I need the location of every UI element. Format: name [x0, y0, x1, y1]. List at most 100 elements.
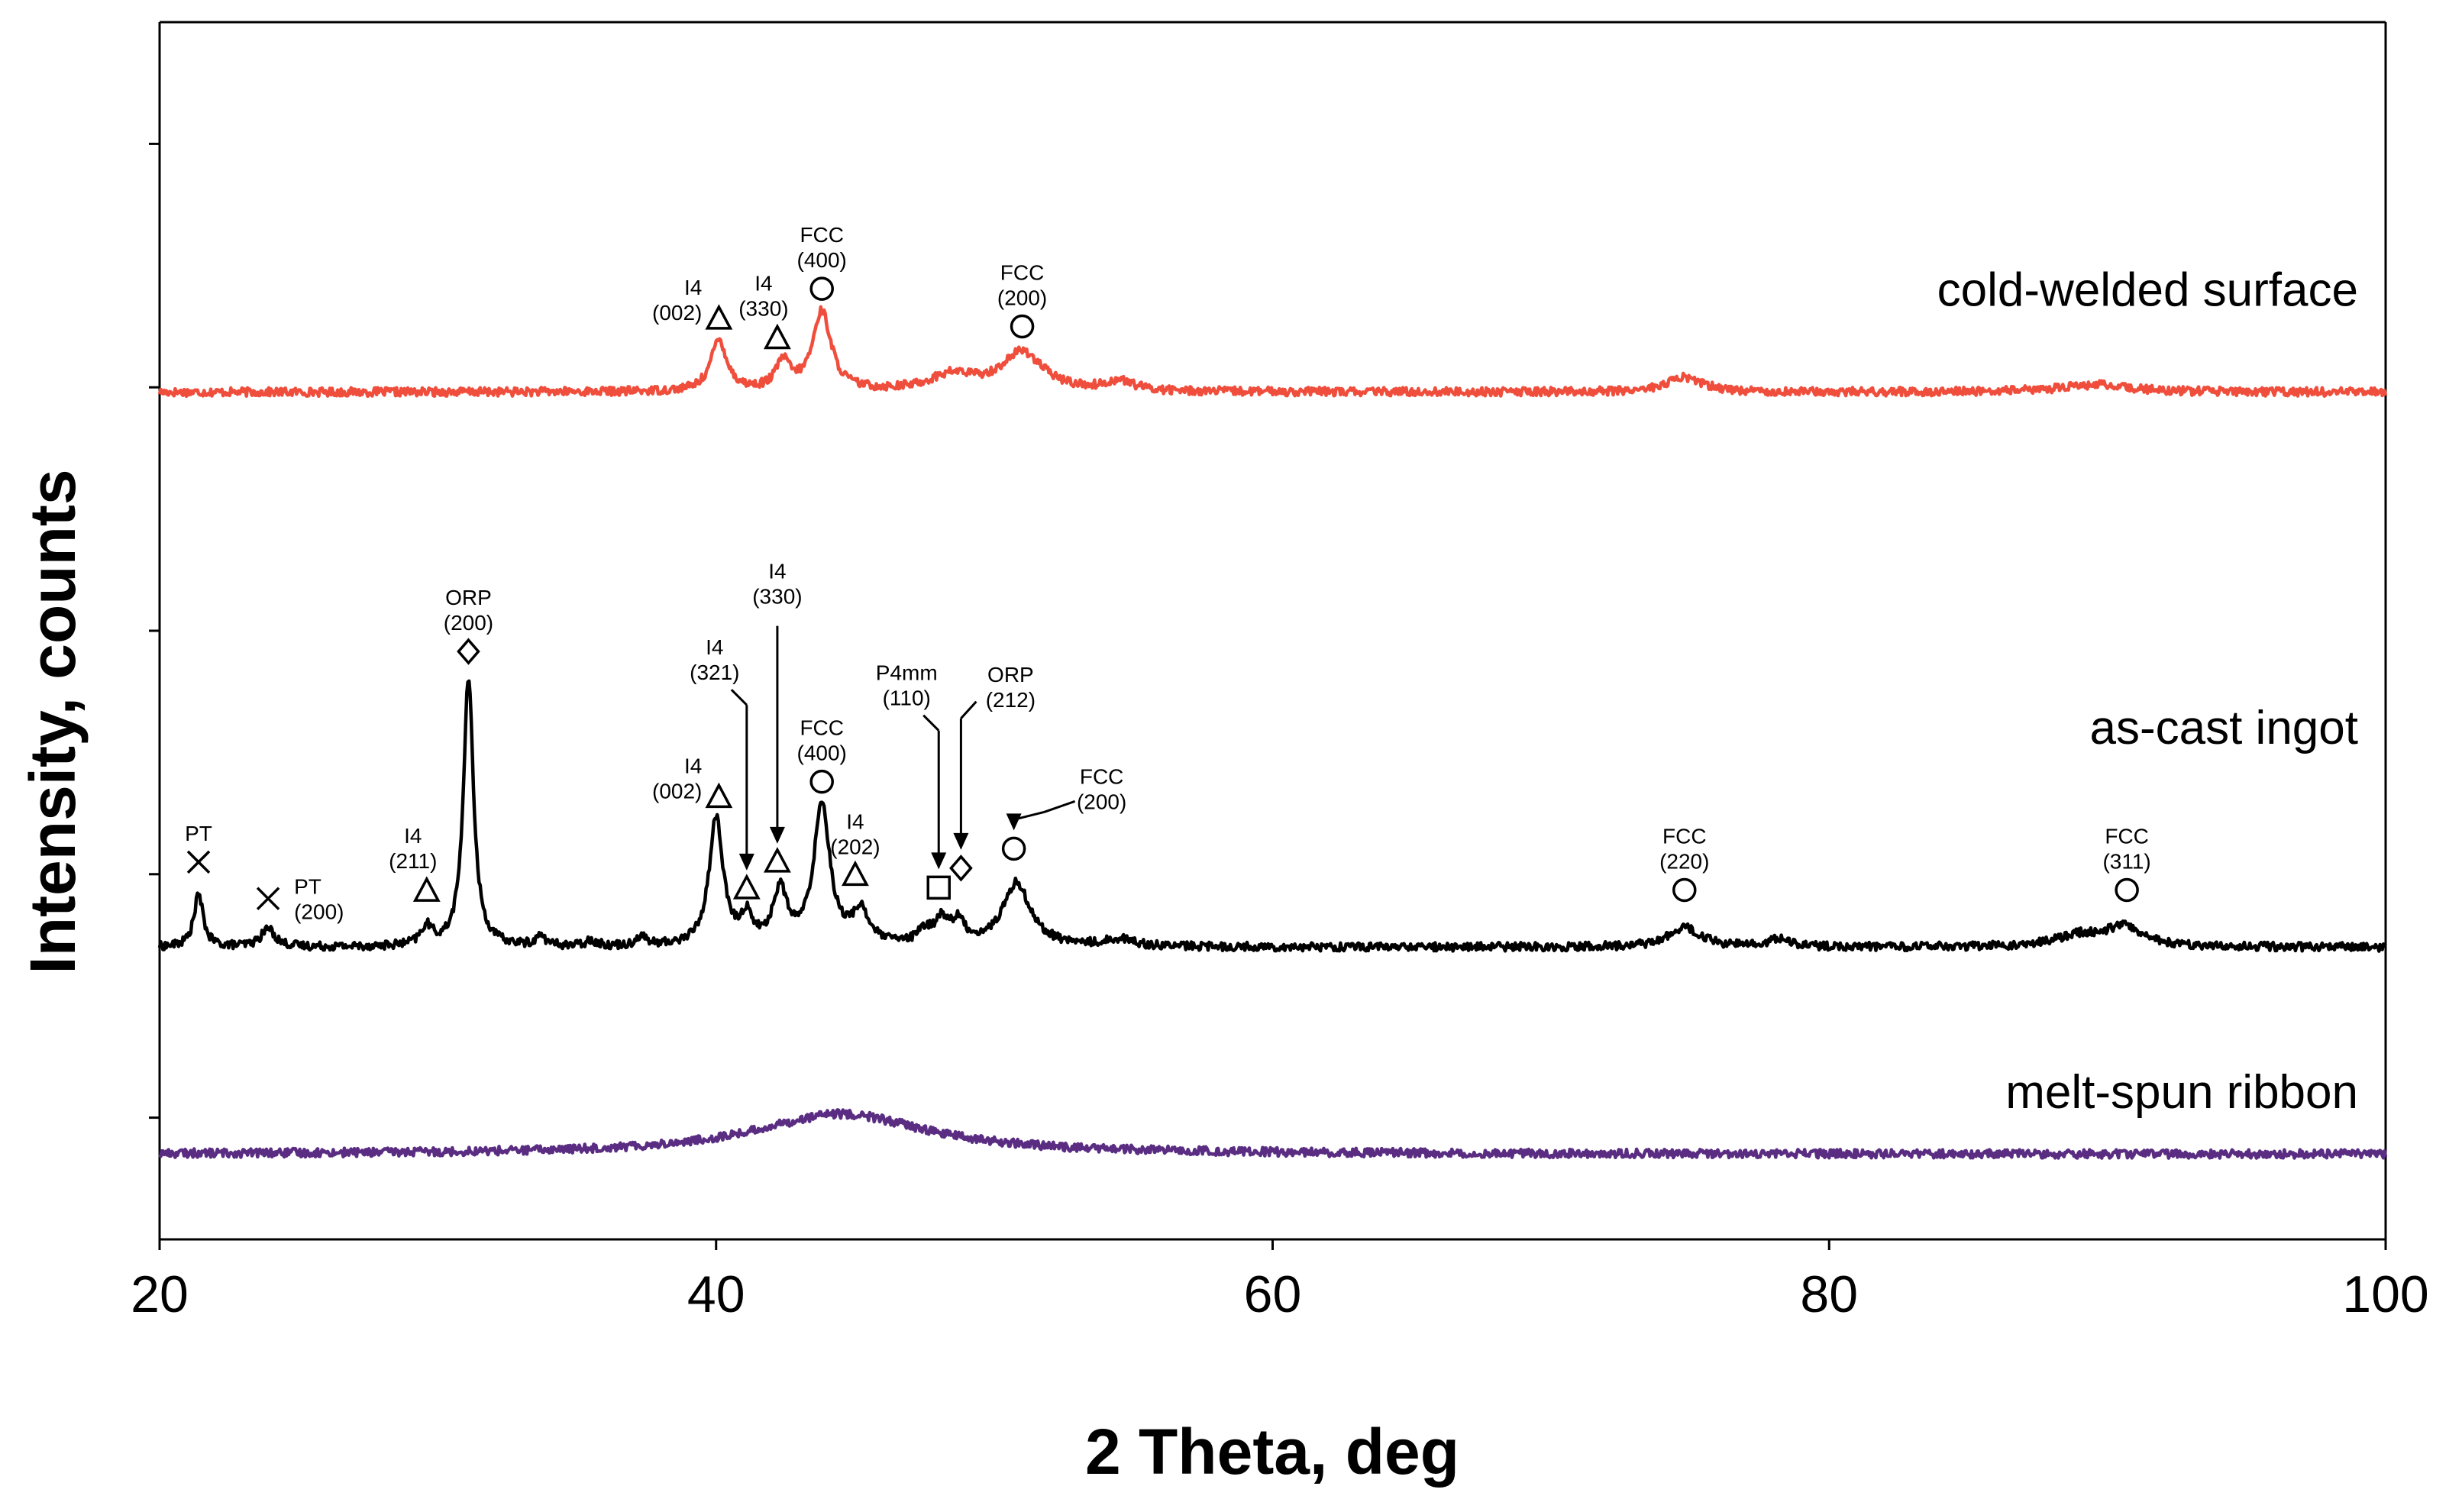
annotation-label: I4	[706, 635, 723, 659]
x-ticks: 20 40 60 80 100	[131, 1239, 2429, 1323]
series-label-melt-spun-ribbon: melt-spun ribbon	[2005, 1066, 2358, 1119]
annotation-label: (002)	[652, 779, 702, 803]
annotation-i4-002: I4(002)	[652, 276, 733, 330]
annotation-label: P4mm	[876, 661, 938, 685]
annotation-label: PT	[185, 822, 212, 845]
annotation-fcc-311: FCC(311)	[2102, 825, 2151, 903]
triangle-marker	[842, 860, 869, 887]
triangle-marker	[763, 323, 791, 350]
annotation-label: (002)	[652, 301, 702, 325]
annotation-label: FCC	[800, 716, 844, 740]
triangle-marker	[705, 782, 733, 809]
annotation-label: (400)	[797, 248, 847, 272]
annotation-i4-330: I4(330)	[752, 560, 803, 873]
annotation-label: FCC	[1080, 764, 1124, 788]
annotation-pt-200: PT(200)	[256, 875, 344, 924]
annotation-label: FCC	[1662, 825, 1707, 848]
arrow-line	[730, 689, 748, 706]
arrow-line	[1044, 800, 1076, 813]
circle-marker	[809, 769, 834, 794]
annotation-label: (211)	[389, 849, 437, 873]
annotation-i4-202: I4(202)	[830, 809, 880, 887]
annotation-fcc-200: FCC(200)	[1001, 764, 1126, 861]
annotation-label: (200)	[294, 900, 344, 924]
annotation-label: (202)	[830, 835, 880, 858]
arrow-head	[769, 826, 785, 844]
triangle-marker	[763, 847, 791, 873]
circle-marker	[809, 276, 834, 301]
annotation-label: FCC	[2105, 825, 2149, 848]
arrow-line	[922, 714, 940, 732]
cross-marker	[186, 850, 211, 874]
annotation-fcc-400: FCC(400)	[797, 223, 847, 301]
annotation-label: I4	[768, 560, 786, 583]
series-line-melt-spun-ribbon	[158, 1108, 2388, 1160]
plot-frame	[158, 21, 2387, 1241]
y-ticks	[149, 142, 160, 1119]
arrow-head	[931, 852, 947, 870]
triangle-marker	[732, 874, 761, 900]
annotation-label: (200)	[1077, 790, 1126, 813]
annotation-pt: PT	[185, 822, 212, 874]
diamond-marker	[949, 855, 973, 882]
diamond-marker	[457, 638, 480, 665]
series-layer	[157, 305, 2388, 1160]
annotation-label: PT	[294, 875, 321, 899]
series-label-cold-welded-surface: cold-welded surface	[1937, 263, 2358, 316]
annotation-label: I4	[404, 824, 422, 848]
cross-marker	[256, 887, 280, 910]
annotation-i4-002: I4(002)	[652, 754, 733, 809]
peak-annotations: I4(002)I4(330)FCC(400)FCC(200)PTPT(200)I…	[185, 223, 2151, 924]
series-labels: cold-welded surface as-cast ingot melt-spu…	[1937, 263, 2358, 1118]
annotation-label: (212)	[986, 688, 1036, 712]
annotation-label: (321)	[690, 661, 739, 684]
annotation-label: (200)	[444, 611, 493, 635]
annotation-label: (311)	[2102, 850, 2150, 874]
annotation-label: (220)	[1659, 850, 1709, 874]
series-line-cold-welded-surface	[157, 305, 2388, 399]
triangle-marker	[412, 876, 441, 902]
series-label-as-cast-ingot: as-cast ingot	[2089, 702, 2358, 754]
x-tick-label-60: 60	[1244, 1265, 1302, 1323]
y-axis-title: Intensity, counts	[17, 469, 89, 974]
annotation-label: (330)	[752, 585, 802, 609]
annotation-orp-212: ORP(212)	[949, 663, 1036, 882]
x-tick-label-80: 80	[1800, 1265, 1858, 1323]
annotation-label: ORP	[987, 663, 1034, 687]
triangle-marker	[705, 304, 733, 330]
circle-marker	[1001, 836, 1026, 861]
arrow-head	[1006, 813, 1022, 831]
annotation-label: I4	[684, 276, 702, 299]
arrow-head	[953, 832, 969, 850]
x-tick-label-20: 20	[131, 1265, 189, 1323]
annotation-i4-211: I4(211)	[389, 824, 441, 902]
annotation-p4mm-110: P4mm(110)	[876, 661, 951, 900]
annotation-orp-200: ORP(200)	[444, 586, 493, 665]
annotation-fcc-200: FCC(200)	[997, 261, 1047, 339]
series-line-as-cast-ingot	[157, 679, 2387, 953]
annotation-label: FCC	[800, 223, 844, 247]
square-marker	[926, 875, 951, 900]
annotation-label: (400)	[797, 741, 847, 765]
annotation-label: ORP	[445, 586, 492, 609]
annotation-label: FCC	[1000, 261, 1045, 285]
circle-marker	[1672, 877, 1697, 903]
annotation-label: (200)	[997, 286, 1047, 310]
circle-marker	[2115, 877, 2139, 903]
arrow-head	[738, 853, 754, 871]
annotation-label: I4	[684, 754, 702, 777]
x-axis-title: 2 Theta, deg	[1085, 1416, 1459, 1488]
annotation-label: I4	[846, 809, 864, 833]
annotation-fcc-400: FCC(400)	[797, 716, 847, 794]
annotation-label: (110)	[883, 687, 931, 710]
circle-marker	[1010, 314, 1035, 339]
annotation-label: I4	[754, 271, 772, 295]
arrow-line	[960, 700, 977, 719]
annotation-label: (330)	[738, 296, 788, 320]
annotation-i4-321: I4(321)	[690, 635, 761, 900]
x-tick-label-100: 100	[2342, 1265, 2428, 1323]
x-tick-label-40: 40	[687, 1265, 745, 1323]
annotation-i4-330: I4(330)	[738, 271, 791, 350]
annotation-fcc-220: FCC(220)	[1659, 825, 1709, 903]
